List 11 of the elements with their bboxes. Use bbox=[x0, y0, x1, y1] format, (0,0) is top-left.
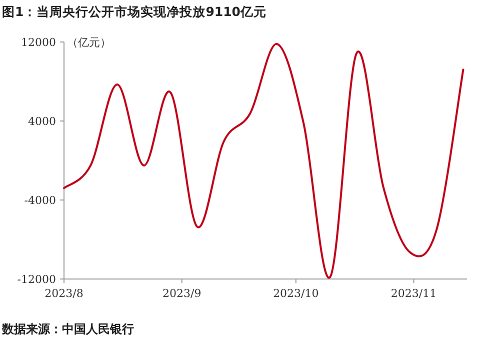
x-tick-label: 2023/9 bbox=[162, 287, 202, 300]
y-tick-label: 4000 bbox=[28, 115, 56, 128]
y-tick-label: -12000 bbox=[17, 273, 56, 286]
y-tick-label: -4000 bbox=[24, 194, 56, 207]
chart-title: 图1：当周央行公开市场实现净投放9110亿元 bbox=[2, 4, 266, 19]
source-note: 数据来源：中国人民银行 bbox=[1, 322, 134, 336]
x-tick-label: 2023/10 bbox=[273, 287, 319, 300]
x-tick-label: 2023/11 bbox=[390, 287, 437, 300]
x-tick-label: 2023/8 bbox=[44, 287, 84, 300]
y-tick-label: 12000 bbox=[21, 36, 56, 49]
y-axis-title: （亿元） bbox=[67, 36, 111, 49]
